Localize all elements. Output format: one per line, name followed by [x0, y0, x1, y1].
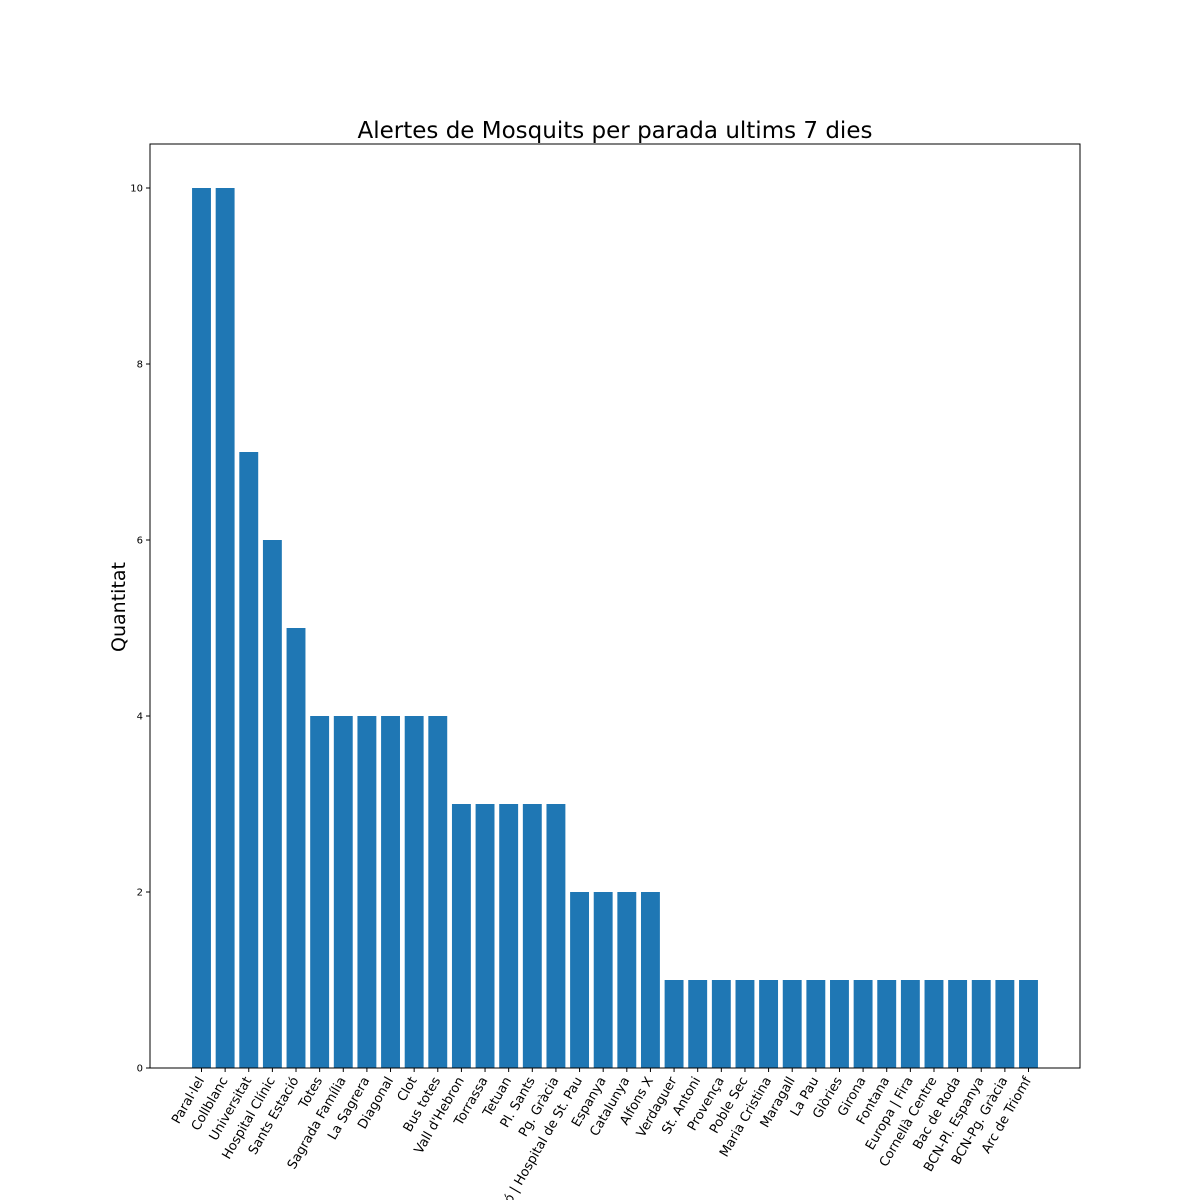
- bar: [215, 188, 235, 1068]
- bar: [570, 892, 590, 1068]
- bar: [782, 980, 802, 1068]
- bar: [262, 540, 282, 1068]
- bar: [333, 716, 353, 1068]
- bar: [617, 892, 637, 1068]
- bar: [640, 892, 660, 1068]
- bar: [924, 980, 944, 1068]
- bar: [593, 892, 613, 1068]
- y-axis-ticks: 0 2 4 6 8 10: [130, 184, 150, 1075]
- bar: [239, 452, 259, 1068]
- bar: [192, 188, 211, 1068]
- bar: [546, 804, 566, 1068]
- bar: [381, 716, 400, 1068]
- bar: [735, 980, 755, 1068]
- bar-series: [192, 188, 1038, 1068]
- bar: [830, 980, 849, 1068]
- bar: [806, 980, 826, 1068]
- bar: [404, 716, 424, 1068]
- bar: [853, 980, 873, 1068]
- bar: [971, 980, 991, 1068]
- bar: [1019, 980, 1038, 1068]
- bar: [499, 804, 519, 1068]
- bar: [475, 804, 495, 1068]
- bar: [877, 980, 897, 1068]
- bar: [688, 980, 708, 1068]
- bar: [310, 716, 330, 1068]
- bar: [711, 980, 731, 1068]
- bar: [664, 980, 684, 1068]
- bar: [522, 804, 542, 1068]
- y-tick-label: 0: [137, 1064, 143, 1075]
- bar: [900, 980, 920, 1068]
- bar: [428, 716, 448, 1068]
- bar: [357, 716, 377, 1068]
- y-tick-label: 4: [137, 712, 143, 723]
- chart-title: Alertes de Mosquits per parada ultims 7 …: [358, 118, 873, 144]
- bar: [286, 628, 306, 1068]
- y-tick-label: 6: [137, 536, 143, 547]
- y-tick-label: 8: [137, 360, 143, 371]
- bar: [451, 804, 471, 1068]
- bar: [995, 980, 1015, 1068]
- bar: [759, 980, 779, 1068]
- y-tick-label: 2: [137, 888, 143, 899]
- y-tick-label: 10: [130, 184, 143, 195]
- y-axis-label: Quantitat: [108, 562, 130, 652]
- bar: [948, 980, 968, 1068]
- plot-frame: [149, 143, 1081, 1069]
